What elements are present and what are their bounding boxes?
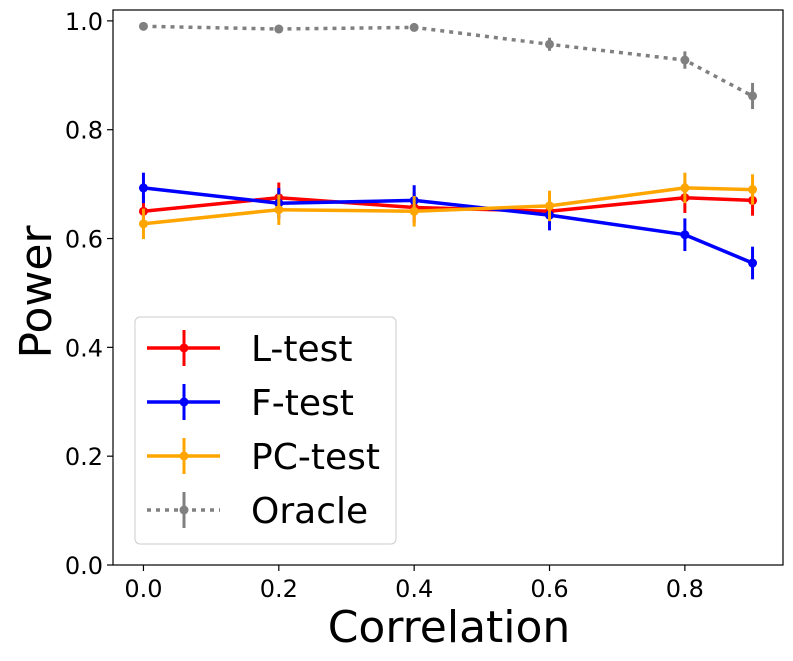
data-point <box>138 183 148 193</box>
x-axis-title: Correlation <box>328 602 571 653</box>
plot-area <box>138 21 758 280</box>
data-point <box>138 219 148 229</box>
y-tick-label: 0.8 <box>65 117 103 145</box>
legend-entry: L-test <box>147 329 353 370</box>
series-line-pc-test <box>143 186 753 226</box>
data-point <box>748 185 758 195</box>
y-tick-label: 0.6 <box>65 226 103 254</box>
series-oracle <box>138 21 758 110</box>
x-tick-label: 0.8 <box>666 575 704 603</box>
legend-label: PC-test <box>251 437 380 478</box>
y-axis-title: Power <box>11 225 62 359</box>
data-point <box>545 39 555 49</box>
x-tick-label: 0.0 <box>124 575 162 603</box>
series-pc-test <box>138 172 758 240</box>
legend-entry: PC-test <box>147 437 380 478</box>
x-tick-label: 0.4 <box>395 575 433 603</box>
legend-entry: Oracle <box>147 491 368 532</box>
data-point <box>274 24 284 34</box>
legend-marker <box>179 343 189 353</box>
data-point <box>138 21 148 31</box>
data-point <box>274 205 284 215</box>
data-point <box>680 55 690 65</box>
legend: L-test F-test PC-test Oracle <box>134 316 397 545</box>
legend-marker <box>179 397 189 407</box>
legend-marker <box>179 505 189 515</box>
data-point <box>409 206 419 216</box>
data-point <box>748 91 758 101</box>
x-tick-label: 0.2 <box>260 575 298 603</box>
series-line-oracle <box>143 24 754 98</box>
plot-frame <box>112 9 784 566</box>
series-f-test <box>138 172 758 280</box>
legend-label: L-test <box>251 329 353 370</box>
legend-label: Oracle <box>251 491 368 532</box>
data-point <box>680 230 690 240</box>
legend-marker <box>179 451 189 461</box>
y-tick-label: 0.4 <box>65 334 103 362</box>
y-tick-label: 0.2 <box>65 443 103 471</box>
data-point <box>409 22 419 32</box>
data-point <box>680 183 690 193</box>
x-tick-label: 0.6 <box>530 575 568 603</box>
y-tick-label: 1.0 <box>65 8 103 36</box>
y-tick-label: 0.0 <box>65 552 103 580</box>
legend-label: F-test <box>251 383 354 424</box>
axes: 0.0 0.2 0.4 0.6 0.8 0.0 0.2 0.4 0.6 0.8 1.0 <box>65 8 784 603</box>
data-point <box>748 258 758 268</box>
legend-box <box>134 316 397 545</box>
data-point <box>545 201 555 211</box>
legend-entry: F-test <box>147 383 354 424</box>
